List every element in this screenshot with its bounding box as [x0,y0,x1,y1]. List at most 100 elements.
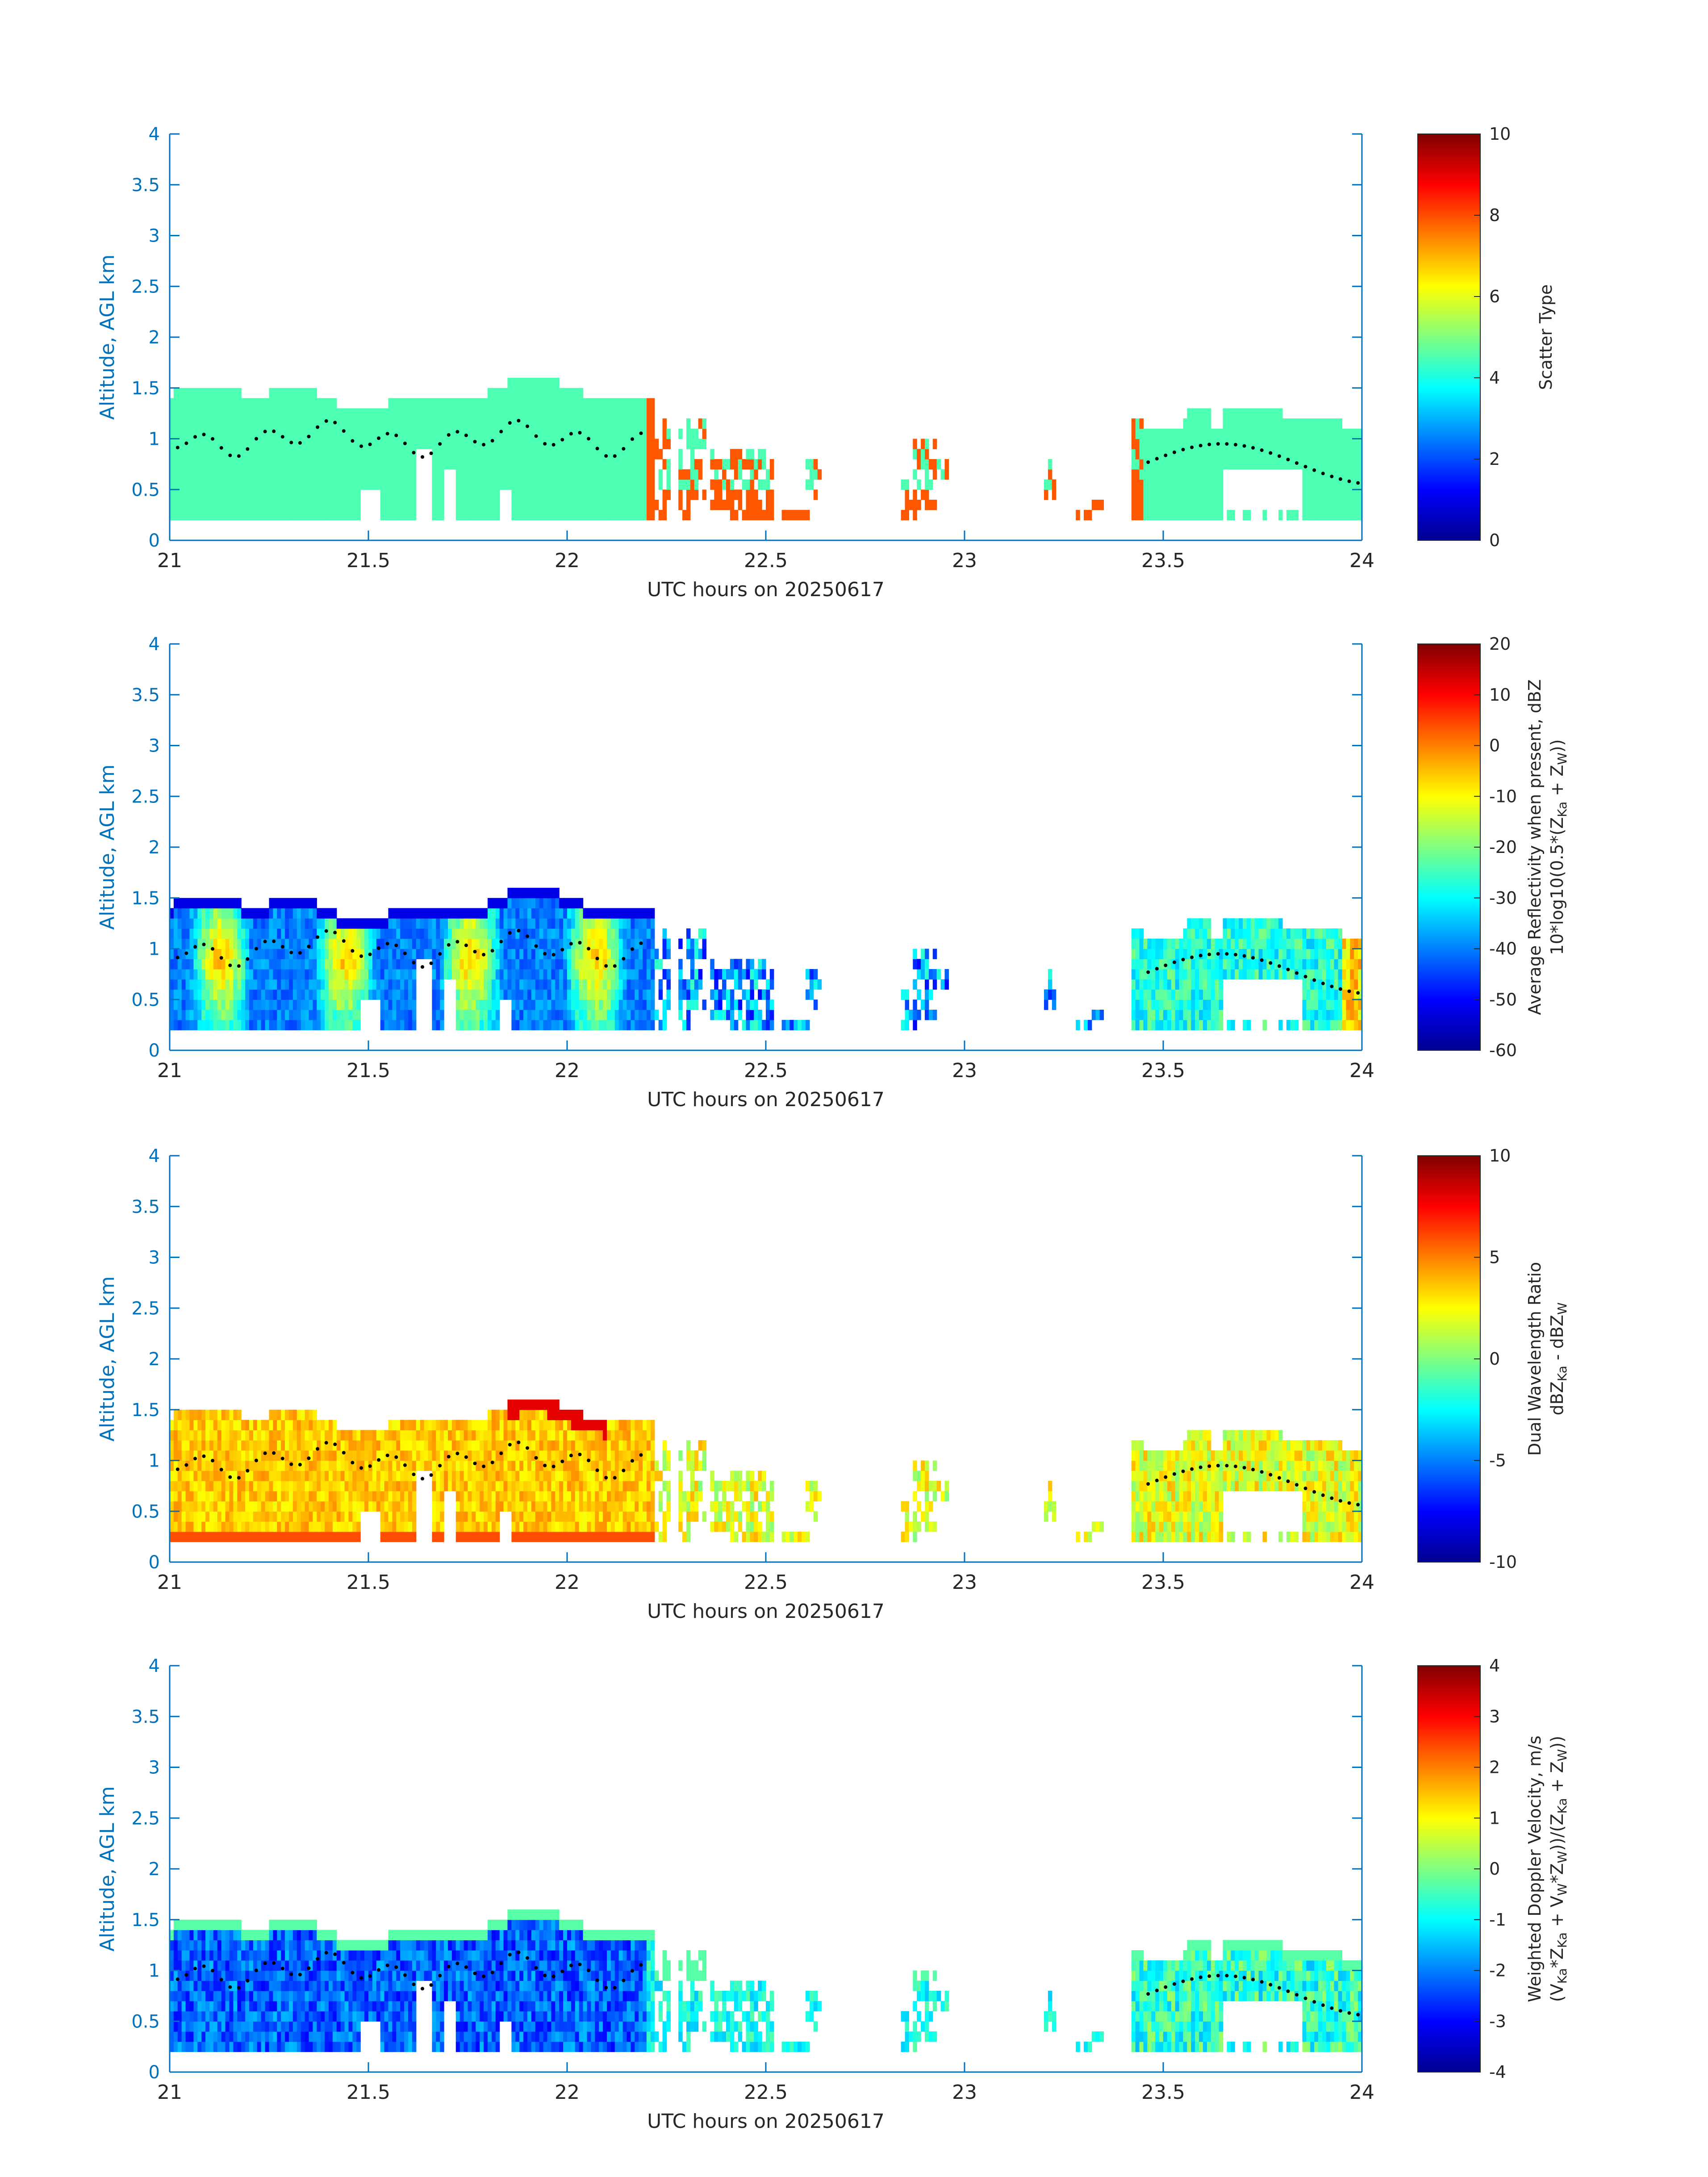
heatmap-cell [468,469,472,480]
heatmap-cell [1286,928,1291,939]
colorbar-label: Average Reflectivity when present, dBZ [1525,679,1545,1015]
heatmap-cell [209,1010,214,1020]
heatmap-cell [261,1491,266,1502]
heatmap-cell [277,898,281,909]
heatmap-cell [1187,510,1191,521]
heatmap-cell [1147,949,1152,959]
heatmap-cell [301,938,305,949]
heatmap-cell [750,959,754,969]
heatmap-cell [193,908,198,919]
heatmap-cell [766,469,770,480]
heatmap-cell [484,439,488,449]
heatmap-cell [253,1440,258,1451]
heatmap-cell [392,989,397,1000]
x-tick-label: 23.5 [1141,549,1185,572]
heatmap-cell [459,1020,464,1031]
heatmap-cell [336,408,341,419]
heatmap-cell [336,500,341,510]
heatmap-cell [555,999,560,1010]
heatmap-cell [408,949,413,959]
heatmap-cell [1143,428,1148,439]
heatmap-cell [181,428,186,439]
heatmap-cell [392,398,397,409]
heatmap-cell [575,979,580,990]
heatmap-cell [269,979,273,990]
heatmap-cell [253,428,258,439]
heatmap-cell [1334,969,1339,980]
heatmap-cell [277,489,281,500]
heatmap-cell [451,908,456,919]
heatmap-cell [1330,439,1335,449]
cloud-base-dot [255,947,258,951]
heatmap-cell [221,969,226,980]
heatmap-cell [575,959,580,969]
heatmap-cell [416,418,421,429]
heatmap-cell [1211,1010,1215,1020]
heatmap-cell [249,500,254,510]
heatmap-cell [368,918,373,929]
heatmap-cell [301,489,305,500]
heatmap-cell [1258,439,1263,449]
heatmap-cell [241,479,246,490]
heatmap-cell [317,928,321,939]
heatmap-cell [762,459,766,470]
heatmap-cell [253,439,258,449]
heatmap-cell [237,959,242,969]
heatmap-cell [1167,1010,1172,1020]
heatmap-cell [817,979,822,990]
heatmap-cell [325,918,329,929]
heatmap-cell [1227,418,1231,429]
heatmap-cell [281,428,285,439]
heatmap-cell [547,1020,551,1031]
heatmap-cell [432,428,436,439]
heatmap-cell [241,1430,246,1441]
heatmap-cell [1223,959,1227,969]
heatmap-cell [480,999,484,1010]
heatmap-cell [1183,479,1187,490]
heatmap-cell [356,1010,361,1020]
heatmap-cell [281,388,285,399]
heatmap-cell [332,500,337,510]
heatmap-cell [678,489,683,500]
heatmap-cell [440,449,444,460]
heatmap-cell [317,459,321,470]
heatmap-cell [940,469,945,480]
heatmap-cell [758,510,762,521]
heatmap-cell [567,500,572,510]
heatmap-cell [643,500,647,510]
x-tick-label: 22.5 [744,549,788,572]
heatmap-cell [344,489,349,500]
heatmap-cell [269,439,273,449]
heatmap-cell [1175,489,1180,500]
heatmap-cell [455,989,460,1000]
heatmap-cell [535,469,540,480]
heatmap-cell [523,989,528,1000]
heatmap-cell [1246,949,1251,959]
heatmap-cell [459,918,464,929]
heatmap-cell [321,428,325,439]
heatmap-cell [515,928,520,939]
heatmap-cell [1294,949,1299,959]
heatmap-cell [710,459,714,470]
y-tick-label: 4 [149,634,160,655]
heatmap-cell [459,999,464,1010]
heatmap-cell [730,489,735,500]
heatmap-cell [257,1521,262,1532]
cloud-base-dot [534,944,538,948]
heatmap-cell [396,938,401,949]
heatmap-cell [1258,918,1263,929]
heatmap-cell [340,418,345,429]
heatmap-cell [305,449,309,460]
heatmap-cell [1052,999,1057,1010]
heatmap-cell [1171,479,1176,490]
heatmap-cell [444,449,448,460]
heatmap-cell [170,1420,174,1430]
heatmap-cell [587,439,591,449]
heatmap-cell [579,388,584,399]
heatmap-cell [448,439,452,449]
cloud-base-dot [333,931,337,935]
heatmap-cell [289,1521,293,1532]
heatmap-cell [1159,500,1164,510]
heatmap-cell [1187,418,1191,429]
heatmap-cell [690,938,695,949]
